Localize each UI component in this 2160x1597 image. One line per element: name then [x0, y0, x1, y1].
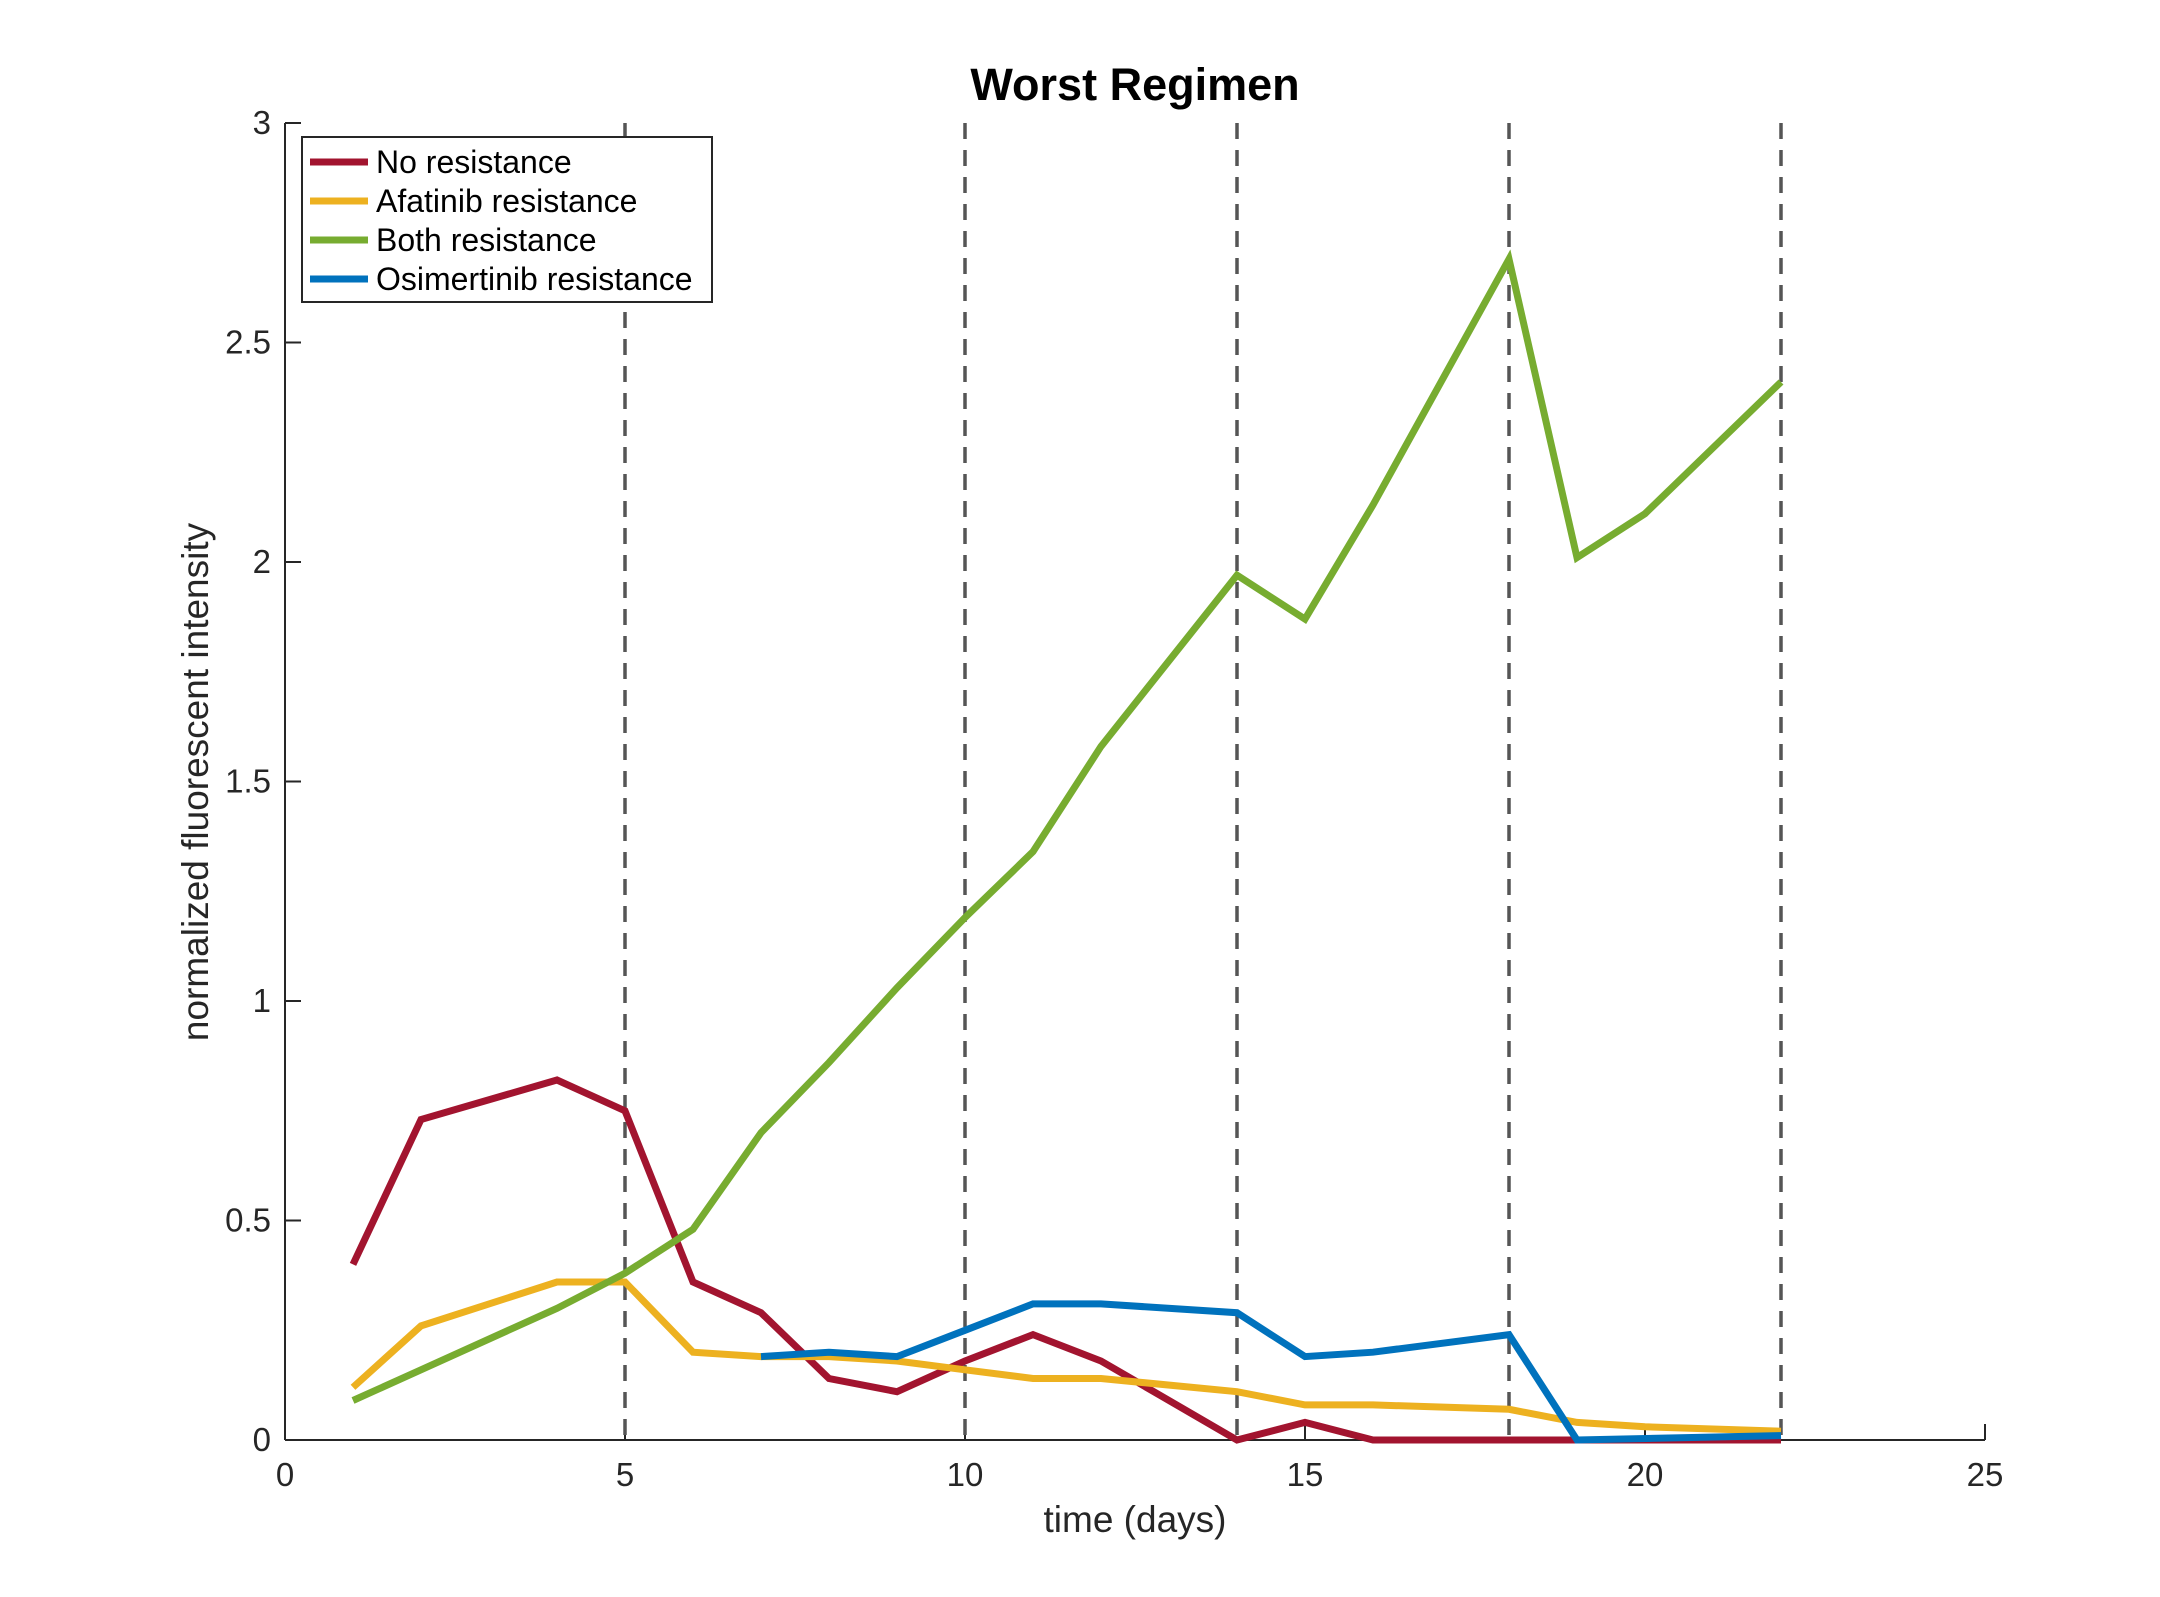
legend-label-both-resistance: Both resistance — [376, 222, 597, 258]
x-tick-label: 10 — [947, 1456, 984, 1493]
series-line-osimertinib-resistance — [760, 1300, 1782, 1444]
axes-layer: 0 5 10 15 20 25 0 0.5 1 1.5 2 2.5 3 — [225, 104, 2003, 1493]
legend-label-afatinib-resistance: Afatinib resistance — [376, 183, 637, 219]
legend-box — [301, 136, 713, 303]
vertical-dashed-lines — [623, 123, 1783, 1440]
chart-title: Worst Regimen — [970, 59, 1299, 110]
series-layer — [349, 249, 1784, 1444]
x-tick-label: 0 — [276, 1456, 294, 1493]
y-tick-label: 0 — [253, 1421, 271, 1458]
x-tick-label: 5 — [616, 1456, 634, 1493]
x-tick-label: 15 — [1287, 1456, 1324, 1493]
legend-label-no-resistance: No resistance — [376, 144, 572, 180]
y-tick-label: 0.5 — [225, 1202, 271, 1239]
x-axis-label: time (days) — [1044, 1499, 1227, 1540]
x-tick-label: 25 — [1967, 1456, 2004, 1493]
y-tick-label: 2 — [253, 543, 271, 580]
y-tick-label: 1 — [253, 982, 271, 1019]
y-tick-label: 3 — [253, 104, 271, 141]
series-line-both-resistance — [351, 249, 1784, 1404]
y-tick-label: 1.5 — [225, 763, 271, 800]
legend-label-osimertinib-resistance: Osimertinib resistance — [376, 261, 693, 297]
y-tick-label: 2.5 — [225, 324, 271, 361]
y-axis-label: normalized fluorescent intensity — [175, 522, 216, 1041]
x-tick-label: 20 — [1627, 1456, 1664, 1493]
series-line-no-resistance — [349, 1076, 1781, 1444]
